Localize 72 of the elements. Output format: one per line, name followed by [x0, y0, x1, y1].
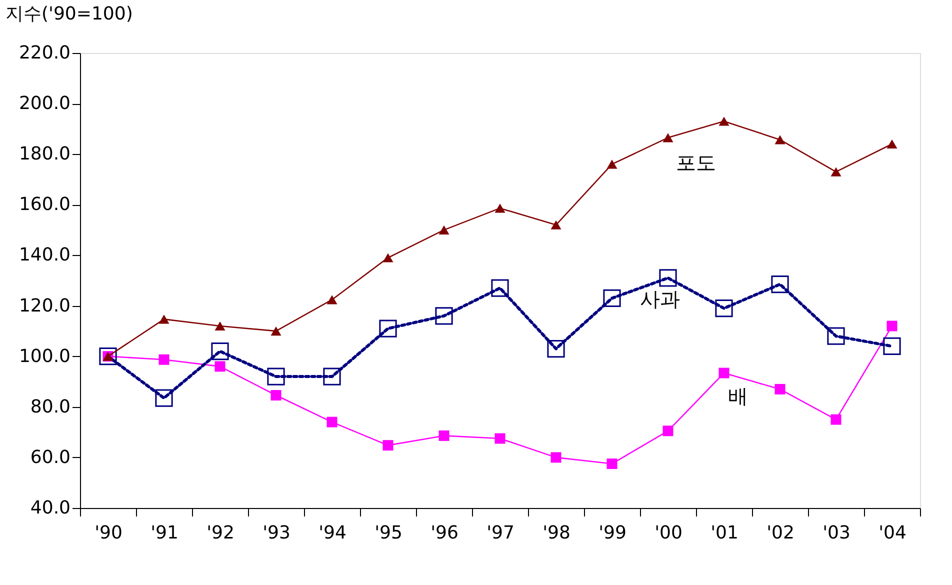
point: [214, 321, 226, 331]
x-tick-label: '01: [710, 522, 738, 544]
x-tick-label: '97: [486, 522, 514, 544]
x-tick-label: '00: [654, 522, 682, 544]
point: [774, 135, 786, 144]
point: [438, 430, 450, 441]
x-tick-label: '91: [150, 522, 178, 544]
point: [659, 269, 677, 287]
point: [267, 368, 285, 386]
point: [494, 204, 506, 213]
point: [270, 326, 282, 336]
point: [606, 160, 618, 169]
x-tick-label: '93: [262, 522, 290, 544]
point: [550, 220, 562, 230]
point: [774, 384, 786, 394]
point: [603, 289, 621, 308]
point: [379, 320, 397, 338]
x-tick-label: '03: [822, 522, 850, 544]
point: [214, 361, 226, 372]
point: [606, 458, 618, 470]
y-tick-label: 220.0: [18, 42, 70, 64]
x-tick-label: '99: [598, 522, 626, 544]
y-tick-label: 120.0: [18, 295, 70, 316]
point: [158, 354, 170, 365]
x-tick-label: '98: [542, 522, 570, 544]
x-tick-label: '02: [766, 522, 794, 544]
y-tick-label: 100.0: [18, 346, 70, 367]
y-tick-label: 160.0: [18, 194, 70, 216]
y-tick-label: 40.0: [30, 498, 70, 518]
point: [883, 337, 901, 356]
point: [830, 414, 842, 425]
x-tick-label: '94: [318, 522, 346, 544]
point: [323, 368, 341, 386]
y-tick-label: 180.0: [18, 144, 70, 165]
y-tick-label: 60.0: [30, 446, 70, 468]
x-tick-label: '04: [878, 522, 906, 544]
x-tick-label: '96: [430, 522, 458, 544]
point: [326, 416, 338, 428]
point: [547, 340, 565, 358]
series-label: 배: [728, 384, 748, 408]
series-label: 포도: [676, 150, 716, 175]
point: [99, 348, 117, 366]
point: [886, 320, 898, 332]
y-axis-title: 지수('90=100): [6, 4, 133, 24]
x-tick-label: '95: [374, 522, 402, 544]
point: [715, 299, 733, 318]
point: [326, 295, 338, 304]
point: [662, 426, 674, 436]
point: [438, 225, 450, 234]
point: [435, 307, 453, 325]
point: [886, 139, 898, 149]
point: [211, 342, 229, 360]
point: [155, 389, 173, 407]
point: [718, 116, 730, 126]
point: [662, 133, 674, 142]
point: [270, 390, 282, 401]
point: [718, 368, 730, 378]
point: [382, 253, 394, 262]
series-label: 사과: [640, 286, 680, 311]
point: [550, 452, 562, 463]
point: [494, 433, 506, 444]
y-tick-label: 200.0: [18, 93, 70, 114]
point: [382, 440, 394, 451]
x-tick-label: '90: [94, 522, 122, 544]
point: [771, 275, 789, 294]
y-tick-label: 80.0: [30, 396, 70, 418]
point: [491, 279, 509, 297]
y-tick-label: 140.0: [18, 244, 70, 266]
point: [158, 314, 170, 324]
point: [830, 167, 842, 176]
point: [827, 327, 845, 345]
x-tick-label: '92: [206, 522, 234, 544]
